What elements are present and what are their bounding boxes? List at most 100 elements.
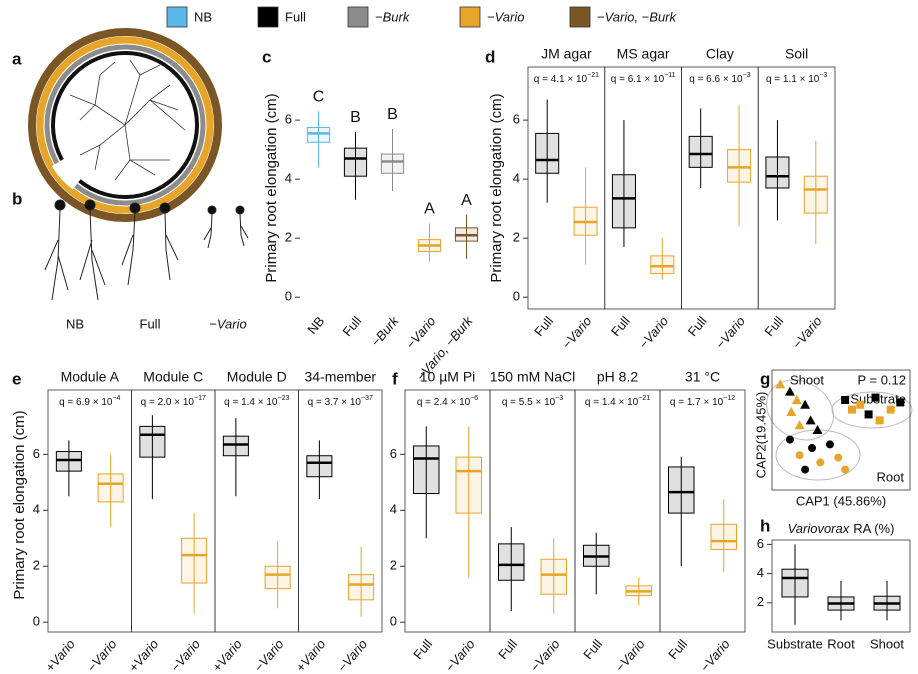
q-exponent: −12 [723,395,735,402]
panel-letter: f [392,369,398,388]
facet-title: Module D [227,369,287,385]
point [872,394,880,402]
y-tick-label: 0 [513,289,520,304]
legend-label: NB [194,9,212,24]
q-text: q = 2.4 × 10 [417,397,471,408]
facet-frame [490,390,575,632]
point [816,458,824,466]
q-value: q = 2.4 × 10−6 [417,395,478,408]
facet-frame [48,390,132,632]
x-tick-label: Full [761,313,786,339]
plant-label: Full [140,316,161,331]
legend-label: Full [285,9,306,24]
q-text: q = 6.9 × 10 [59,397,113,408]
q-exponent: −3 [819,72,827,79]
y-tick-label: 2 [757,594,764,609]
x-tick-label: −Vario [334,636,370,674]
q-text: q = 6.1 × 10 [611,74,665,85]
point [887,406,895,414]
y-tick-label: 2 [33,558,40,573]
q-text: q = 2.0 × 10 [141,397,195,408]
x-tick-label: NB [304,313,327,336]
facet-frame [682,67,759,309]
q-exponent: −21 [638,395,650,402]
point [841,396,849,404]
legend-swatch [258,7,278,27]
significance-letter: B [350,109,361,126]
box [381,154,403,173]
y-tick-label: 2 [513,230,520,245]
x-tick-label: −Vario [559,313,595,351]
x-tick-label: Full [410,636,435,662]
y-tick-label: 0 [390,614,397,629]
significance-letter: A [424,201,435,218]
facet-title: 10 µM Pi [420,369,476,385]
x-axis-label: CAP1 (45.86%) [796,493,886,508]
x-tick-label: Root [827,636,855,651]
box [98,474,123,502]
x-tick-label: −Vario [636,313,672,351]
y-tick-label: 6 [33,446,40,461]
y-axis-label: Primary root elongation (cm) [263,93,280,282]
q-value: q = 6.6 × 10−3 [689,72,750,85]
x-tick-label: −Vario [697,636,733,674]
q-text: q = 3.7 × 10 [308,397,362,408]
facet-title: 34-member [304,369,376,385]
y-tick-label: 6 [757,536,764,551]
q-text: q = 1.4 × 10 [224,397,278,408]
point [876,416,884,424]
q-text: q = 5.5 × 10 [502,397,556,408]
legend-swatch [460,7,480,27]
y-tick-label: 6 [513,112,520,127]
legend-label: −Vario [487,9,524,24]
facet-title: Clay [706,46,734,62]
point [795,420,805,429]
facet-title: Module A [61,369,120,385]
q-text: q = 1.1 × 10 [766,74,820,85]
facet-title: 150 mM NaCl [490,369,576,385]
q-exponent: −23 [278,395,290,402]
y-tick-label: 0 [285,289,292,304]
q-exponent: −21 [587,72,599,79]
point [826,440,834,448]
legend-swatch [348,7,368,27]
x-tick-label: +Vario [209,636,245,674]
point [808,444,816,452]
box [182,538,207,583]
p-value: P = 0.12 [857,372,906,387]
x-tick-label: −Vario [403,313,439,351]
facet-title: MS agar [617,46,670,62]
box [711,524,737,549]
x-tick-label: −Vario [789,313,825,351]
point [800,400,810,409]
q-value: q = 5.5 × 10−3 [502,395,563,408]
point [806,415,816,424]
y-tick-label: 6 [285,112,292,127]
significance-letter: B [387,106,398,123]
box [804,176,827,213]
point [792,395,802,404]
point [813,425,823,434]
box [541,559,567,594]
q-exponent: −6 [470,395,478,402]
box [689,136,712,167]
x-tick-label: Full [531,313,556,339]
x-tick-label: Full [495,636,520,662]
y-tick-label: 2 [390,558,397,573]
facet-title: Soil [785,46,808,62]
plant-label: −Vario [209,316,246,331]
box [56,452,81,472]
x-tick-label: +Vario [293,636,329,674]
q-value: q = 4.1 × 10−21 [534,72,599,85]
facet-title: Module C [143,369,203,385]
x-tick-label: Full [339,313,364,339]
plant-label: NB [66,316,84,331]
point [841,466,849,474]
facet-title: pH 8.2 [597,369,638,385]
x-tick-label: Shoot [870,636,904,651]
q-value: q = 6.1 × 10−11 [611,72,676,85]
q-exponent: −3 [555,395,563,402]
panel-letter: e [12,369,21,388]
legend-label: −Burk [375,9,411,24]
group-label: Root [877,469,905,484]
